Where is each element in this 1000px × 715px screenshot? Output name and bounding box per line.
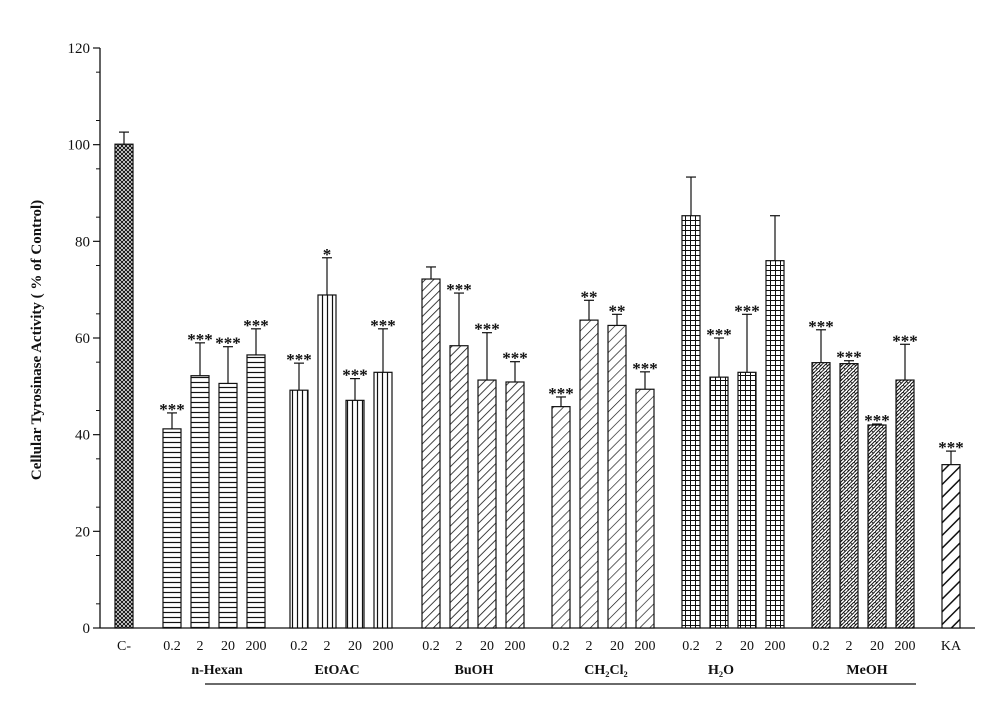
bar (162, 428, 182, 629)
bar (289, 389, 309, 629)
bar-group: ********** (286, 245, 396, 629)
x-tick-label: 200 (635, 639, 656, 654)
significance-marker: ** (609, 301, 626, 320)
group-label: EtOAC (314, 663, 359, 678)
bar (317, 294, 337, 629)
y-tick-label: 100 (68, 138, 91, 154)
y-tick-label: 40 (75, 428, 90, 444)
x-tick-label: 0.2 (682, 639, 700, 654)
bar (941, 464, 961, 629)
bar (114, 143, 134, 629)
bar (190, 375, 210, 629)
bar-group: ********** (548, 287, 658, 629)
x-tick-label: 200 (505, 639, 526, 654)
bar-group: ************ (159, 316, 269, 629)
bars: ****** **********************************… (114, 131, 964, 629)
x-tick-label: 0.2 (422, 639, 440, 654)
bar (477, 379, 497, 629)
significance-marker: *** (342, 366, 368, 385)
bar (765, 260, 785, 629)
x-tick-label: 20 (610, 639, 624, 654)
y-tick-label: 80 (75, 234, 90, 250)
bar (607, 324, 627, 629)
x-tick-label: 20 (480, 639, 494, 654)
x-tick-label: 20 (348, 639, 362, 654)
group-label: CH₂Cl₂ (584, 663, 627, 678)
significance-marker: *** (892, 331, 918, 350)
y-tick-label: 60 (75, 331, 90, 347)
significance-marker: *** (632, 359, 658, 378)
bar (373, 371, 393, 629)
x-tick-label: 0.2 (552, 639, 570, 654)
x-tick-label: 200 (246, 639, 267, 654)
significance-marker: *** (243, 316, 269, 335)
significance-marker: *** (187, 330, 213, 349)
significance-marker: *** (370, 316, 396, 335)
x-tick-label: 2 (586, 639, 593, 654)
significance-marker: *** (286, 350, 312, 369)
x-tick-label: 20 (870, 639, 884, 654)
x-tick-label: 2 (197, 639, 204, 654)
x-tick-label: 2 (716, 639, 723, 654)
bar-group: *** (938, 438, 964, 629)
bar (895, 379, 915, 629)
bar (551, 406, 571, 629)
significance-marker: * (323, 245, 332, 264)
x-tick-label: 0.2 (812, 639, 830, 654)
bar-group: ************ (808, 317, 918, 629)
group-label: n-Hexan (191, 663, 243, 678)
significance-marker: ** (581, 287, 598, 306)
bar (421, 278, 441, 629)
bar (811, 362, 831, 629)
x-tick-label: 20 (221, 639, 235, 654)
bar-group: ********* (421, 266, 528, 629)
significance-marker: *** (215, 334, 241, 353)
x-tick-label: 200 (373, 639, 394, 654)
x-tick-label: 2 (456, 639, 463, 654)
bar (449, 345, 469, 629)
significance-marker: *** (734, 301, 760, 320)
bar (867, 424, 887, 629)
y-tick-label: 0 (83, 621, 91, 637)
x-tick-label: 200 (765, 639, 786, 654)
x-tick-label: KA (941, 639, 962, 654)
bar-group: ****** (681, 176, 785, 629)
y-axis-label: Cellular Tyrosinase Activity ( % of Cont… (29, 200, 45, 480)
bar (635, 388, 655, 629)
bar (505, 381, 525, 629)
x-tick-label: 0.2 (290, 639, 308, 654)
significance-marker: *** (938, 438, 964, 457)
significance-marker: *** (706, 325, 732, 344)
y-tick-label: 120 (68, 41, 91, 57)
bar (709, 376, 729, 629)
significance-marker: *** (864, 411, 890, 430)
group-label: BuOH (455, 663, 494, 678)
significance-marker: *** (159, 400, 185, 419)
significance-marker: *** (446, 280, 472, 299)
x-tick-label: 20 (740, 639, 754, 654)
bar-group (114, 131, 134, 629)
y-tick-label: 20 (75, 524, 90, 540)
significance-marker: *** (548, 384, 574, 403)
significance-marker: *** (808, 317, 834, 336)
bar (681, 215, 701, 629)
bar (579, 319, 599, 629)
significance-marker: *** (474, 320, 500, 339)
x-tick-label: 2 (324, 639, 331, 654)
bar (345, 399, 365, 629)
group-label: H₂O (708, 663, 734, 678)
bar (218, 382, 238, 629)
bar (737, 371, 757, 629)
x-tick-label: C- (117, 639, 131, 654)
group-label: MeOH (846, 663, 887, 678)
significance-marker: *** (836, 348, 862, 367)
x-tick-label: 0.2 (163, 639, 181, 654)
bar (246, 354, 266, 629)
bar (839, 363, 859, 629)
significance-marker: *** (502, 349, 528, 368)
x-tick-label: 200 (895, 639, 916, 654)
x-tick-label: 2 (846, 639, 853, 654)
